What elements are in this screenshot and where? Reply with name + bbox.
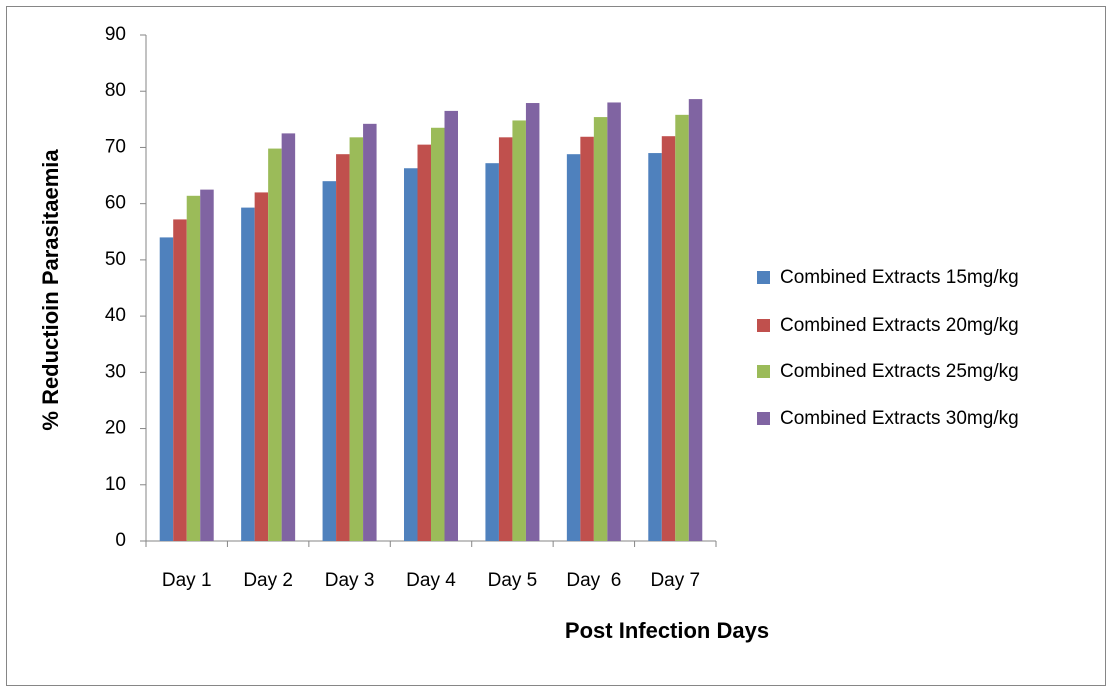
y-tick-label: 50 — [105, 249, 126, 270]
bar — [648, 153, 662, 542]
x-tick-label: Day 5 — [488, 570, 538, 591]
y-tick-label: 80 — [105, 80, 126, 101]
y-tick-label: 90 — [105, 24, 126, 45]
y-tick-label: 60 — [105, 193, 126, 214]
legend-label: Combined Extracts 15mg/kg — [780, 267, 1019, 288]
bar — [688, 99, 703, 542]
bar — [661, 136, 676, 541]
y-tick-label: 10 — [105, 474, 126, 495]
bar — [159, 237, 174, 541]
bar — [173, 219, 187, 542]
x-tick-label: Day 4 — [406, 570, 456, 591]
bar — [241, 207, 255, 541]
bar — [363, 123, 377, 541]
legend-swatch — [757, 365, 770, 378]
bar — [431, 127, 445, 542]
legend-swatch — [757, 319, 770, 332]
x-tick-label: Day 2 — [243, 570, 293, 591]
bar — [254, 192, 269, 541]
y-tick-label: 40 — [105, 305, 126, 326]
legend-label: Combined Extracts 25mg/kg — [780, 361, 1019, 382]
bar — [336, 154, 350, 542]
bar — [444, 110, 458, 542]
bar — [512, 120, 526, 542]
y-tick-label: 0 — [115, 530, 126, 551]
bar — [268, 148, 282, 541]
bar — [580, 136, 594, 542]
x-axis-title: Post Infection Days — [565, 618, 769, 643]
y-tick-label: 70 — [105, 136, 126, 157]
bar — [675, 114, 689, 541]
bar — [485, 163, 499, 542]
bar — [322, 181, 337, 541]
bar — [417, 144, 431, 541]
x-tick-label: Day 6 — [566, 570, 621, 591]
y-axis-title: % Reductioin Parasitaemia — [38, 149, 63, 431]
bar — [281, 133, 296, 541]
x-tick-label: Day 7 — [650, 570, 700, 591]
legend-label: Combined Extracts 20mg/kg — [780, 315, 1019, 336]
y-tick-label: 20 — [105, 418, 126, 439]
legend-swatch — [757, 412, 770, 425]
bar — [525, 103, 540, 541]
y-tick-label: 30 — [105, 361, 126, 382]
x-tick-label: Day 3 — [325, 570, 375, 591]
x-tick-label: Day 1 — [162, 570, 212, 591]
bar — [404, 168, 418, 541]
bar — [607, 102, 621, 541]
bar — [593, 117, 608, 541]
legend-swatch — [757, 271, 770, 284]
legend-label: Combined Extracts 30mg/kg — [780, 408, 1019, 429]
bar — [186, 195, 201, 541]
bar — [566, 154, 581, 542]
bar — [498, 137, 513, 541]
bar — [349, 137, 364, 541]
bar — [200, 189, 214, 541]
